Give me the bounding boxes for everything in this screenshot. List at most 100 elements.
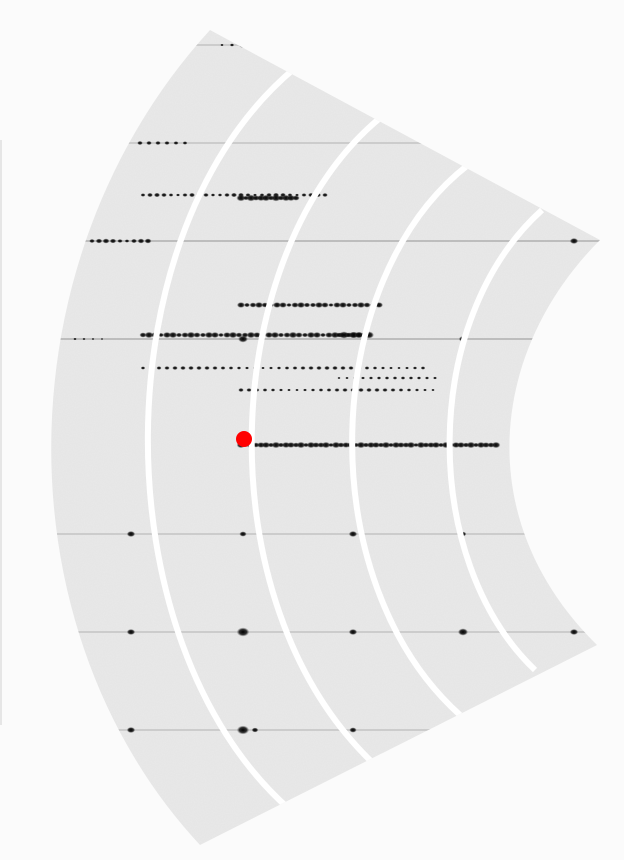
diffraction-spot — [146, 141, 152, 145]
left-edge-line — [0, 140, 2, 725]
beam-center-marker — [236, 431, 252, 447]
diffraction-spot — [384, 376, 390, 380]
diffraction-spot — [236, 194, 246, 202]
diffraction-spot — [482, 442, 490, 448]
diffraction-spot — [193, 332, 201, 338]
diffraction-spot — [277, 332, 285, 338]
diffraction-spot — [412, 366, 418, 370]
diffraction-spot — [325, 332, 333, 338]
diffraction-spot — [424, 376, 430, 380]
layer-line — [51, 338, 601, 340]
diffraction-spot — [153, 192, 161, 198]
diffraction-spot — [406, 388, 412, 392]
diffraction-spot — [236, 302, 246, 308]
diffraction-spot — [126, 531, 136, 537]
layer-line — [51, 142, 601, 144]
diffraction-spot — [337, 376, 341, 380]
diffraction-spot — [261, 441, 271, 449]
diffraction-spot — [408, 376, 414, 380]
diffraction-spot — [270, 331, 280, 339]
diffraction-spot — [309, 302, 317, 308]
diffraction-spot — [381, 441, 391, 449]
diffraction-spot — [295, 388, 299, 392]
diffraction-spot — [414, 388, 420, 392]
diffraction-spot — [270, 388, 276, 392]
diffraction-spot — [155, 141, 161, 145]
diffraction-spot — [316, 366, 322, 370]
diffraction-spot — [203, 193, 209, 197]
diffraction-spot — [181, 332, 189, 338]
diffraction-spot — [431, 441, 441, 449]
diffraction-spot — [204, 331, 214, 339]
diffraction-spot — [186, 331, 196, 339]
diffraction-spot — [288, 331, 298, 339]
diffraction-spot — [333, 302, 341, 308]
diffraction-spot — [238, 335, 248, 343]
diffraction-spot — [320, 332, 326, 338]
diffraction-spot — [284, 366, 290, 370]
diffraction-spot — [301, 332, 309, 338]
diffraction-spot — [196, 366, 202, 370]
diffraction-spot — [306, 331, 316, 339]
diffraction-spot — [262, 388, 268, 392]
diffraction-spot — [423, 388, 427, 392]
diffraction-spot — [228, 366, 234, 370]
diffraction-spot — [382, 388, 388, 392]
diffraction-spot — [236, 366, 242, 370]
diffraction-spot — [334, 388, 340, 392]
diffraction-spot — [249, 302, 257, 308]
diffraction-spot — [405, 366, 409, 370]
diffraction-spot — [569, 629, 579, 635]
diffraction-spot — [102, 238, 110, 244]
diffraction-spot — [100, 338, 104, 340]
diffraction-spot — [286, 442, 296, 448]
diffraction-spot — [345, 376, 349, 380]
diffraction-spot — [276, 366, 282, 370]
diffraction-spot — [126, 727, 136, 733]
diffraction-spot — [109, 238, 117, 244]
diffraction-spot — [217, 193, 223, 197]
diffraction-spot — [349, 727, 357, 733]
diffraction-spot — [245, 366, 249, 370]
detector-gap-3 — [349, 162, 470, 718]
diffraction-spot — [358, 388, 364, 392]
diffraction-spot — [212, 366, 218, 370]
diffraction-spot — [361, 376, 365, 380]
diffraction-spot — [328, 303, 334, 307]
diffraction-spot — [236, 725, 250, 735]
diffraction-spot — [368, 376, 374, 380]
diffraction-spot — [204, 366, 210, 370]
diffraction-spot — [210, 331, 220, 339]
diffraction-spot — [392, 376, 398, 380]
diffraction-spot — [366, 388, 372, 392]
diffraction-spot — [356, 302, 366, 308]
diffraction-spot — [295, 332, 303, 338]
diffraction-spot — [73, 337, 77, 341]
diffraction-spot — [287, 388, 291, 392]
diffraction-spot — [228, 331, 238, 339]
diffraction-spot — [269, 366, 273, 370]
diffraction-spot — [144, 331, 154, 339]
diffraction-spot — [220, 43, 224, 47]
diffraction-spot — [251, 727, 259, 733]
diffraction-spot — [433, 376, 437, 380]
layer-line — [51, 729, 601, 731]
diffraction-spot — [431, 388, 435, 392]
detector-gaps — [144, 65, 545, 811]
diffraction-spot — [345, 302, 353, 308]
diffraction-spot — [158, 332, 164, 338]
detector-gap-4 — [446, 207, 545, 673]
diffraction-spot — [300, 366, 306, 370]
diffraction-spot — [356, 441, 366, 449]
diffraction-spot — [491, 441, 501, 449]
diffraction-spot — [164, 141, 170, 145]
diffraction-spot — [261, 366, 265, 370]
diffraction-spot — [397, 366, 401, 370]
diffraction-spot — [348, 629, 358, 635]
diffraction-spot — [147, 192, 153, 198]
diffraction-spot — [286, 303, 292, 307]
diffraction-spot — [420, 366, 426, 370]
layer-line — [51, 533, 601, 535]
diffraction-spot — [348, 531, 358, 537]
